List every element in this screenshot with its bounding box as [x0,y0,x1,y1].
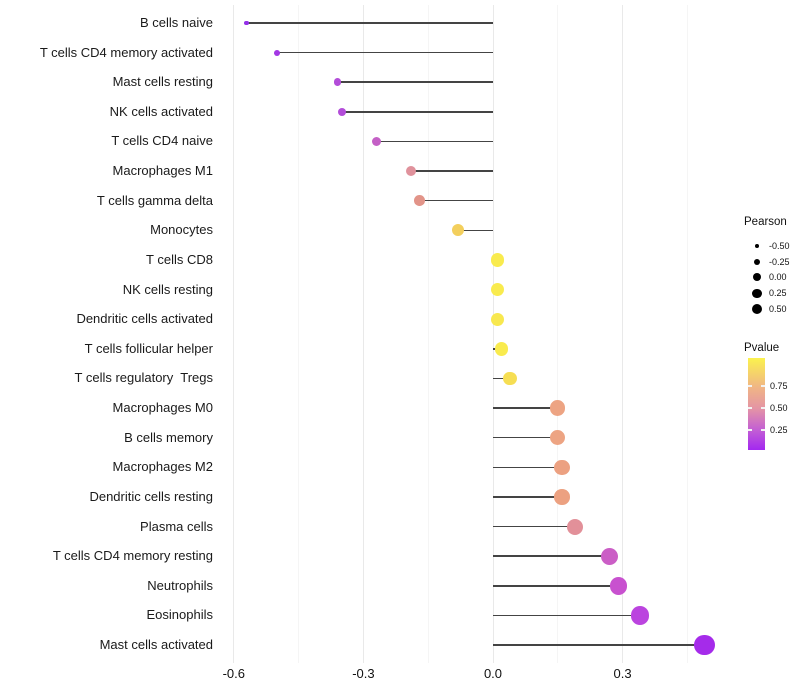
legend-size-dot [752,273,762,282]
pvalue-tick-mark [761,407,765,409]
legend-size-label: -0.50 [769,241,790,251]
lollipop-dot [494,342,509,356]
lollipop-dot [274,49,280,56]
lollipop-stem [493,436,558,439]
lollipop-stem [493,466,563,469]
lollipop-stem [246,22,493,24]
pvalue-legend-title: Pvalue [744,342,780,354]
lollipop-stem [341,111,493,113]
pvalue-tick-label: 0.25 [770,425,788,435]
lollipop-stem [410,170,493,172]
lollipop-dot [490,253,504,267]
lollipop-stem [493,496,563,498]
legend-size-label: -0.25 [769,256,790,267]
row-label: Eosinophils [146,607,214,623]
lollipop-dot [490,282,504,297]
gridline-minor [298,5,300,663]
row-label: Macrophages M1 [112,163,213,179]
row-label: Macrophages M2 [112,459,213,475]
lollipop-dot [630,606,649,625]
gridline-minor [557,5,559,663]
lollipop-stem [493,614,640,617]
x-tick-label: -0.6 [222,666,245,681]
lollipop-dot [490,312,504,326]
lollipop-dot [414,195,425,207]
lollipop-stem [493,377,511,380]
lollipop-dot [244,20,250,26]
lollipop-dot [567,518,584,535]
lollipop-stem [493,585,619,587]
gridline-major [492,5,494,663]
pvalue-tick-label: 0.50 [770,403,788,413]
legend-size-label: 0.00 [769,272,787,283]
pearson-legend-title: Pearson [744,216,787,228]
row-label: Mast cells activated [99,637,213,653]
legend-size-dot [751,303,763,314]
row-label: T cells CD4 memory activated [39,44,213,60]
row-label: T cells CD4 naive [111,133,213,149]
row-label: Monocytes [150,222,213,238]
row-label: Dendritic cells resting [89,488,213,504]
row-label: B cells memory [124,429,213,445]
row-label: T cells follicular helper [84,340,213,356]
pvalue-tick-mark [748,385,752,387]
lollipop-dot [609,577,628,595]
lollipop-stem [493,525,576,528]
row-label: NK cells resting [122,281,213,297]
pvalue-tick-mark [748,429,752,431]
lollipop-stem [419,199,493,202]
lollipop-dot [452,224,465,237]
row-label: B cells naive [140,15,213,30]
pvalue-gradient-bar [748,358,765,450]
lollipop-dot [371,136,381,147]
lollipop-dot [554,489,570,505]
lollipop-dot [694,634,715,656]
legend-size-dot [752,288,762,298]
lollipop-stem [277,51,493,54]
row-label: Neutrophils [147,577,213,593]
row-label: T cells CD8 [146,251,213,267]
lollipop-dot [337,107,346,116]
gridline-major [362,5,364,663]
legend-size-label: 0.50 [769,303,787,314]
lollipop-dot [405,165,417,177]
lollipop-stem [458,229,493,232]
lollipop-dot [333,78,342,87]
gridline-major [622,5,624,663]
pvalue-tick-mark [761,385,765,387]
lollipop-dot [554,459,570,476]
pvalue-tick-mark [761,429,765,431]
row-label: Dendritic cells activated [76,311,213,327]
row-label: T cells gamma delta [96,192,213,208]
legend-size-label: 0.25 [769,288,787,299]
pvalue-tick-label: 0.75 [770,381,788,391]
lollipop-dot [550,400,566,416]
lollipop-dot [503,371,518,386]
lollipop-stem [337,81,493,83]
gridline-major [233,5,235,663]
lollipop-stem [493,555,610,557]
gridline-minor [427,5,429,663]
row-label: Plasma cells [140,518,213,534]
plot-panel [218,5,718,663]
row-label: T cells CD4 memory resting [52,548,213,564]
row-label: Macrophages M0 [112,400,213,416]
lollipop-dot [601,547,619,565]
x-tick-label: 0.3 [613,666,632,681]
legend-size-dot [753,258,761,265]
lollipop-dot [550,429,566,446]
gridline-minor [686,5,688,663]
lollipop-stem [376,140,493,143]
x-tick-label: 0.0 [483,666,503,681]
row-label: Mast cells resting [112,74,213,90]
lollipop-stem [493,644,705,646]
x-tick-label: -0.3 [352,666,375,681]
row-label: NK cells activated [109,103,213,119]
lollipop-stem [493,407,558,409]
row-label: T cells regulatory Tregs [74,370,213,386]
legend-size-dot [754,243,760,249]
pvalue-tick-mark [748,407,752,409]
